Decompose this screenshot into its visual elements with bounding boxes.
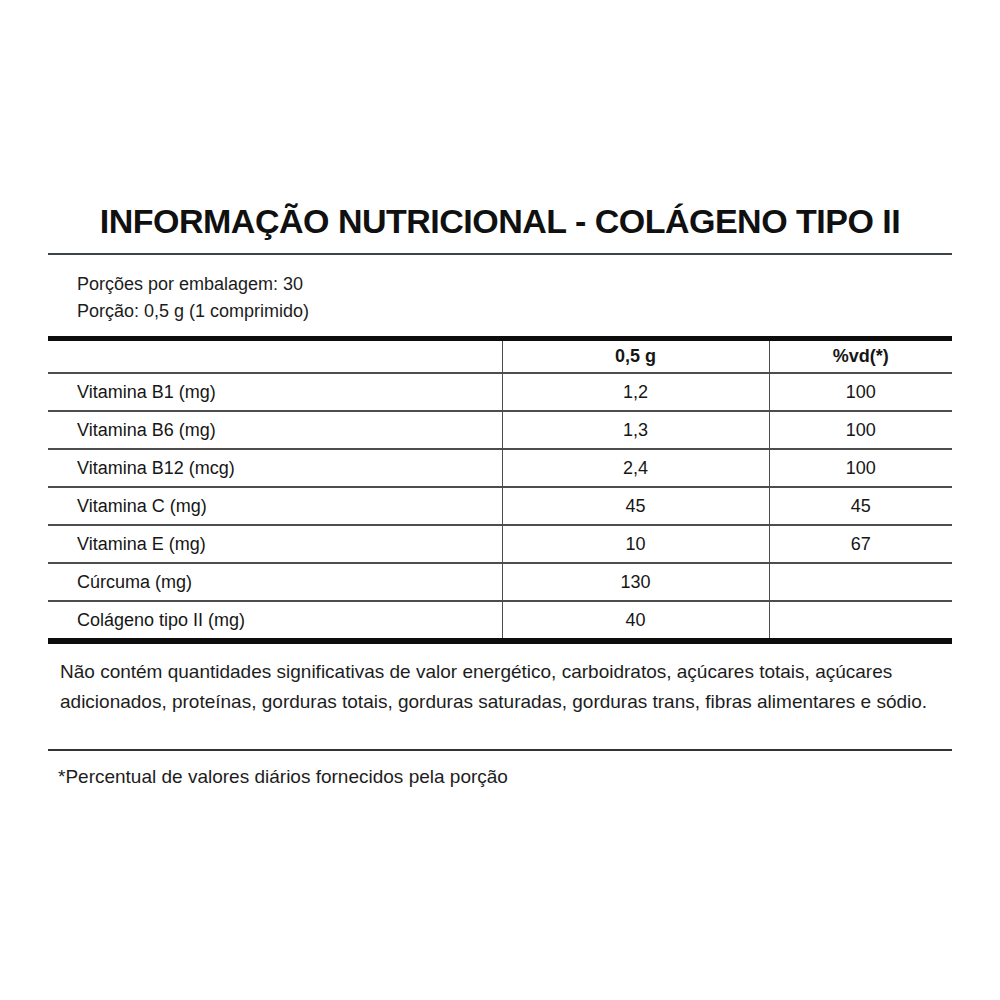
nutrient-dv: 100 [769,411,952,449]
nutrition-label-page: INFORMAÇÃO NUTRICIONAL - COLÁGENO TIPO I… [0,0,1000,1000]
column-header-dv: %vd(*) [769,339,952,374]
nutrient-amount: 40 [502,601,769,641]
nutrient-name: Colágeno tipo II (mg) [48,601,502,641]
nutrient-amount: 2,4 [502,449,769,487]
table-row: Vitamina B12 (mcg) 2,4 100 [48,449,952,487]
column-header-amount: 0,5 g [502,339,769,374]
nutrient-name: Vitamina B6 (mg) [48,411,502,449]
table-header-row: 0,5 g %vd(*) [48,339,952,374]
table-row: Vitamina B6 (mg) 1,3 100 [48,411,952,449]
nutrient-amount: 1,2 [502,373,769,411]
table-row: Vitamina C (mg) 45 45 [48,487,952,525]
title-divider [48,253,952,255]
table-row: Vitamina B1 (mg) 1,2 100 [48,373,952,411]
nutrient-dv: 100 [769,449,952,487]
nutrient-amount: 130 [502,563,769,601]
column-header-nutrient [48,339,502,374]
nutrient-amount: 45 [502,487,769,525]
nutrient-dv [769,563,952,601]
nutrient-name: Vitamina B1 (mg) [48,373,502,411]
table-row: Cúrcuma (mg) 130 [48,563,952,601]
nutrient-name: Vitamina C (mg) [48,487,502,525]
note-divider [48,749,952,751]
serving-size-text: Porção: 0,5 g (1 comprimido) [77,298,309,325]
servings-per-package-text: Porções por embalagem: 30 [77,271,309,298]
serving-info: Porções por embalagem: 30 Porção: 0,5 g … [77,271,309,325]
no-significant-amounts-note: Não contém quantidades significativas de… [60,657,932,717]
nutrient-name: Cúrcuma (mg) [48,563,502,601]
nutrient-dv: 100 [769,373,952,411]
nutrient-dv: 67 [769,525,952,563]
nutrition-table: 0,5 g %vd(*) Vitamina B1 (mg) 1,2 100 Vi… [48,336,952,644]
nutrient-amount: 10 [502,525,769,563]
nutrient-amount: 1,3 [502,411,769,449]
nutrient-dv [769,601,952,641]
table-row: Vitamina E (mg) 10 67 [48,525,952,563]
nutrient-name: Vitamina E (mg) [48,525,502,563]
nutrient-name: Vitamina B12 (mcg) [48,449,502,487]
table-row: Colágeno tipo II (mg) 40 [48,601,952,641]
daily-value-footnote: *Percentual de valores diários fornecido… [58,766,508,788]
nutrient-dv: 45 [769,487,952,525]
page-title: INFORMAÇÃO NUTRICIONAL - COLÁGENO TIPO I… [48,202,952,241]
